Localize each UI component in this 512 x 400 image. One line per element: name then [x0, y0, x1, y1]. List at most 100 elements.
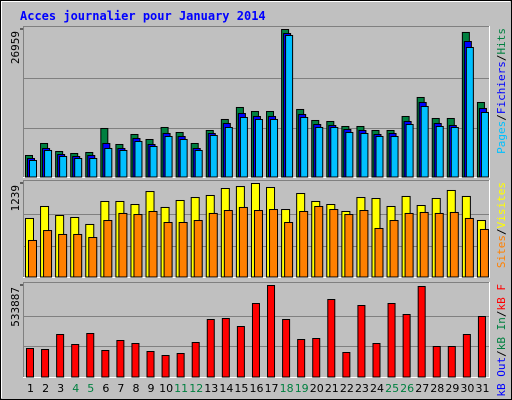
bar — [104, 147, 113, 178]
legend: Sites/Visites — [495, 182, 508, 268]
bar — [73, 233, 83, 278]
x-tick-label: 28 — [430, 382, 444, 395]
bar — [447, 346, 456, 378]
bar — [163, 221, 173, 278]
legend: Pages/Fichiers/Hits — [495, 28, 508, 154]
x-tick-label: 12 — [189, 382, 203, 395]
bar — [236, 326, 245, 378]
bar — [329, 209, 339, 278]
bar — [26, 348, 34, 378]
bar — [402, 314, 411, 378]
bar — [449, 211, 459, 278]
bar — [89, 157, 98, 178]
bar — [254, 118, 263, 178]
bar — [389, 220, 399, 278]
y-tick-label: 26959 — [9, 31, 22, 64]
bar — [299, 210, 309, 278]
bar — [56, 334, 65, 378]
bar — [314, 205, 324, 278]
bar — [387, 303, 396, 378]
legend-entry: Pages — [495, 121, 508, 154]
bar — [74, 157, 83, 178]
bar — [434, 212, 444, 278]
bar — [372, 343, 381, 378]
bar — [221, 318, 230, 378]
legend-separator: / — [495, 228, 508, 235]
bar — [344, 214, 354, 278]
bar — [164, 135, 173, 178]
x-tick-label: 7 — [117, 382, 124, 395]
bar — [432, 346, 441, 378]
bar — [270, 118, 279, 178]
bar — [462, 334, 471, 378]
bar — [131, 343, 140, 378]
bar — [28, 239, 37, 278]
bar — [41, 349, 50, 378]
bar — [58, 233, 68, 278]
bar — [312, 338, 321, 378]
bar — [29, 159, 37, 178]
legend-separator: / — [495, 350, 508, 357]
bar — [59, 155, 68, 178]
legend-entry: Hits — [495, 28, 508, 55]
bar — [345, 131, 354, 178]
x-tick-label: 5 — [87, 382, 94, 395]
bar — [161, 355, 170, 378]
bar — [209, 134, 218, 178]
x-tick-label: 20 — [310, 382, 324, 395]
bar — [44, 149, 53, 178]
x-tick-label: 15 — [234, 382, 248, 395]
bar — [208, 212, 218, 278]
bar — [480, 111, 489, 178]
bar — [420, 105, 429, 178]
x-tick-label: 26 — [400, 382, 414, 395]
bar — [359, 210, 369, 278]
bar — [191, 342, 200, 378]
bar — [477, 316, 486, 378]
bar — [357, 305, 366, 378]
bar — [284, 221, 294, 278]
x-tick-label: 3 — [57, 382, 64, 395]
legend-entry: Sites — [495, 235, 508, 268]
bar — [404, 212, 414, 278]
bar — [375, 135, 384, 178]
y-tick-label: 1239 — [9, 185, 22, 212]
bar — [176, 353, 185, 378]
x-tick-label: 16 — [250, 382, 264, 395]
x-tick-label: 8 — [132, 382, 139, 395]
bar — [464, 217, 474, 278]
bar — [251, 303, 260, 378]
bar — [315, 126, 324, 178]
legend-entry: kB In — [495, 317, 508, 350]
bar — [206, 319, 215, 378]
x-tick-label: 21 — [325, 382, 339, 395]
x-tick-label: 4 — [72, 382, 79, 395]
legend-entry: Visites — [495, 182, 508, 228]
legend-entry: Fichiers — [495, 61, 508, 114]
legend-separator: / — [495, 311, 508, 318]
x-tick-label: 1 — [27, 382, 34, 395]
bar — [86, 333, 95, 378]
x-tick-label: 13 — [204, 382, 218, 395]
bar — [101, 350, 110, 378]
bar — [435, 125, 444, 178]
legend: kB Out/kB In/kB F — [495, 284, 508, 397]
chart-title: Acces journalier pour January 2014 — [20, 9, 266, 23]
legend-entry: kB F — [495, 284, 508, 311]
bar — [148, 210, 158, 278]
bar — [223, 210, 233, 278]
bar — [253, 210, 263, 278]
x-tick-label: 19 — [295, 382, 309, 395]
legend-separator: / — [495, 55, 508, 62]
bar — [116, 340, 125, 378]
x-tick-label: 14 — [219, 382, 233, 395]
x-tick-label: 27 — [415, 382, 429, 395]
bar — [194, 149, 203, 178]
bar — [282, 319, 291, 378]
bar — [269, 209, 279, 278]
legend-entry: kB Out — [495, 357, 508, 397]
bar — [465, 47, 474, 178]
x-tick-label: 2 — [42, 382, 49, 395]
x-tick-label: 22 — [340, 382, 354, 395]
